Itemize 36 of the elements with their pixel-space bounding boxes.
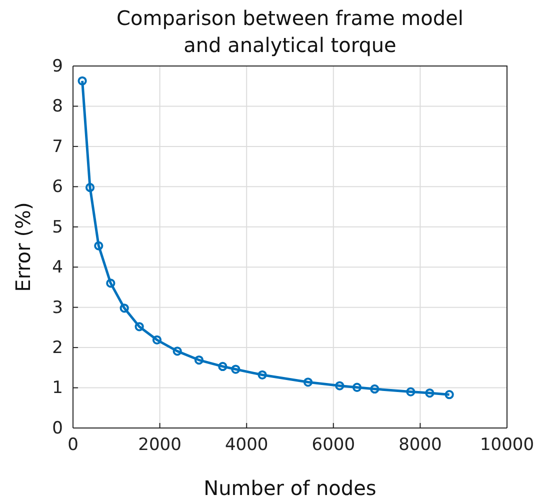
y-tick-label: 0 [52,418,63,438]
point [85,182,95,192]
y-tick-label: 8 [52,96,63,117]
y-tick-label: 3 [52,298,63,318]
x-tick-label: 2000 [138,435,182,456]
x-tick-label: 4000 [224,435,268,456]
point [425,388,434,398]
x-axis-title: Number of nodes [204,476,376,500]
point [352,382,362,392]
y-tick-label: 6 [52,177,63,198]
y-tick-label: 9 [52,56,63,76]
point [152,335,162,344]
point [120,304,129,313]
point [406,387,416,396]
point [94,241,104,250]
point [172,346,182,356]
x-tick-label: 6000 [312,435,356,456]
y-tick-label: 7 [52,136,63,157]
point [335,381,344,390]
y-tick-label: 4 [52,258,63,278]
y-tick-label: 2 [52,338,63,358]
point [258,370,267,380]
x-tick-label: 10000 [480,435,534,456]
y-tick-label: 5 [52,217,63,238]
point [370,384,380,394]
point [106,278,116,288]
point [218,362,228,372]
chart-title: Comparison between frame model and analytical torque [116,6,464,57]
point [303,378,313,387]
x-tick-label: 8000 [398,435,442,456]
y-axis-title: Error (%) [11,202,35,292]
point [134,322,144,332]
y-tick-label: 1 [52,378,63,398]
point [194,355,204,365]
x-tick-label: 0 [68,435,78,456]
point [231,364,240,374]
